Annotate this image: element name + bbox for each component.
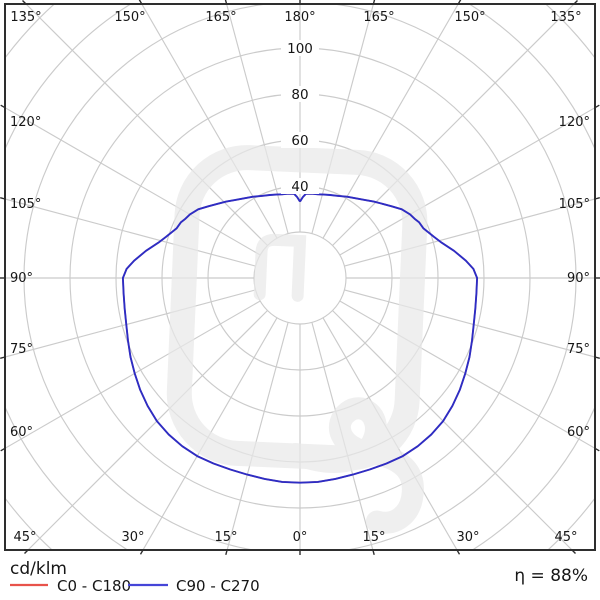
radial-label-chip — [281, 178, 319, 194]
watermark-logo — [166, 145, 428, 534]
angle-label-left: 120° — [10, 115, 41, 130]
efficiency-label: η = 88% — [514, 566, 588, 586]
radial-label-chip — [281, 40, 319, 56]
polar-grid-spoke — [226, 322, 289, 549]
frame-tick — [372, 549, 375, 555]
polar-grid-spoke — [142, 317, 278, 549]
polar-grid-spoke — [141, 5, 278, 239]
angle-label-right: 60° — [567, 425, 590, 440]
frame-tick — [22, 0, 27, 5]
legend-label-c0-c180: C0 - C180 — [57, 577, 131, 595]
polar-grid-spoke — [322, 317, 458, 549]
polar-grid-spoke — [6, 300, 261, 449]
frame-tick — [225, 549, 228, 555]
angle-label-right: 75° — [567, 342, 590, 357]
frame-tick — [0, 447, 6, 452]
polar-grid-spoke — [28, 310, 268, 549]
frame-tick — [594, 356, 600, 359]
angle-label-bottom: 45° — [13, 530, 36, 545]
angle-label-bottom: 15° — [362, 530, 385, 545]
polar-grid-spoke — [26, 5, 268, 246]
angle-label-bottom: 15° — [214, 530, 237, 545]
frame-tick — [456, 549, 461, 555]
angle-label-left: 90° — [10, 271, 33, 286]
angle-label-right: 120° — [559, 115, 590, 130]
polar-grid-spoke — [311, 322, 374, 549]
polar-grid-spoke — [332, 5, 574, 246]
radial-label-chip — [281, 132, 319, 148]
frame-tick — [571, 549, 576, 554]
frame-tick — [0, 356, 6, 359]
radial-tick-label: 60 — [291, 133, 308, 149]
angle-label-top: 135° — [550, 10, 581, 25]
angle-label-bottom: 45° — [554, 530, 577, 545]
angle-label-left: 60° — [10, 425, 33, 440]
curve-c90-c270 — [121, 192, 479, 484]
legend-label-c90-c270: C90 - C270 — [176, 577, 260, 595]
curves — [121, 192, 479, 484]
radial-tick-label: 100 — [287, 41, 313, 57]
frame-tick — [138, 0, 143, 5]
frame-tick — [573, 0, 578, 5]
angle-label-bottom: 30° — [456, 530, 479, 545]
legend: C0 - C180 C90 - C270 — [10, 577, 260, 595]
angle-label-left: 75° — [10, 342, 33, 357]
frame-tick — [594, 104, 600, 109]
angle-label-top: 150° — [114, 10, 145, 25]
angle-label-right: 105° — [559, 197, 590, 212]
axis-labels: 40 60 80 100 135° 150° 165° 180° 165° 150° 135° 120… — [0, 0, 600, 555]
frame-tick — [139, 549, 144, 555]
radial-label-chip — [281, 86, 319, 102]
frame-tick — [0, 197, 6, 200]
angle-label-top: 165° — [205, 10, 236, 25]
angle-label-top: 165° — [363, 10, 394, 25]
frame-tick — [224, 0, 228, 5]
frame-tick — [372, 0, 376, 5]
polar-grid-spoke — [332, 310, 572, 549]
frame-tick — [594, 197, 600, 200]
angle-label-top: 150° — [454, 10, 485, 25]
angle-label-top: 180° — [284, 10, 315, 25]
angle-label-right: 90° — [567, 271, 590, 286]
angle-label-top: 135° — [10, 10, 41, 25]
frame-tick — [0, 104, 6, 109]
frame-tick — [457, 0, 462, 5]
units-label: cd/klm — [10, 559, 67, 579]
angle-label-bottom: 30° — [121, 530, 144, 545]
radial-tick-label: 80 — [291, 87, 308, 103]
angle-label-left: 105° — [10, 197, 41, 212]
frame-tick — [24, 549, 29, 554]
frame-tick — [594, 447, 600, 452]
radial-tick-label: 40 — [291, 179, 308, 195]
angle-label-bottom: 0° — [293, 530, 308, 545]
